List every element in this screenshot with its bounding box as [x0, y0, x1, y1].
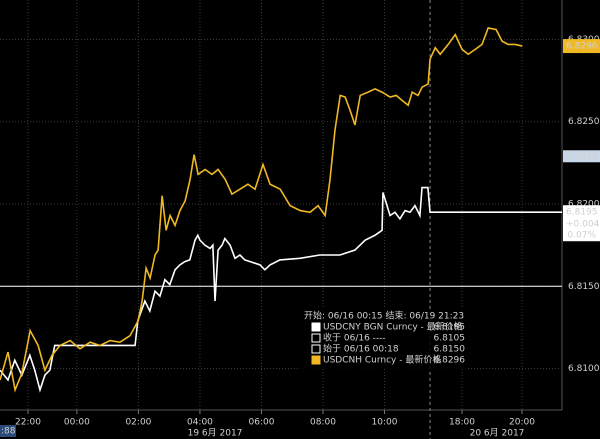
x-tick-label: 02:00 [125, 418, 151, 428]
series-line [0, 186, 562, 393]
x-tick-label: 06:00 [248, 418, 274, 428]
legend-label: USDCNH Curncy - 最新价格 [323, 354, 441, 366]
legend-swatch [311, 333, 321, 343]
marker-box [563, 150, 600, 163]
legend-label: USDCNY BGN Curncy - 最新价格 [323, 321, 463, 333]
x-tick-label: 10:00 [372, 418, 398, 428]
legend-swatch [311, 355, 321, 365]
legend-swatch [311, 322, 321, 332]
legend-label: 始于 06/16 00:18 [323, 343, 399, 355]
y-tick-label: 6.8100 [568, 364, 600, 374]
corner-label: :88 [1, 427, 16, 437]
date-label: 20 6月 2017 [470, 428, 525, 439]
y-tick-label: 6.8250 [568, 117, 600, 127]
x-tick-label: 22:00 [15, 418, 41, 428]
y-tick-label: 6.8200 [568, 200, 600, 210]
last-value-label: 6.8195 [566, 208, 598, 218]
legend-value: 6.8195 [434, 323, 466, 333]
change-net: +0.0045 [566, 220, 600, 230]
last-value-label: 6.8296 [566, 42, 598, 52]
y-tick-label: 6.8150 [568, 282, 600, 292]
x-tick-label: 04:00 [187, 418, 213, 428]
legend-box [300, 309, 468, 369]
corner-box [0, 425, 16, 437]
x-tick-label: 18:00 [449, 418, 475, 428]
legend-label: 收于 06/16 ---- [323, 332, 386, 344]
last-value-box [563, 205, 600, 242]
legend-title: 开始: 06/16 00:15 结束: 06/19 21:23 [304, 310, 464, 322]
change-pct: 0.07% [567, 231, 596, 241]
legend-value: 6.8105 [434, 334, 466, 344]
date-label: 19 6月 2017 [188, 428, 243, 439]
legend-value: 6.8296 [434, 356, 466, 366]
legend-swatch [311, 344, 321, 354]
legend-value: 6.8150 [434, 345, 466, 355]
x-tick-label: 08:00 [310, 418, 336, 428]
last-value-box [563, 39, 600, 54]
x-tick-label: 00:00 [64, 418, 90, 428]
series-line [0, 27, 523, 393]
x-tick-label: 20:00 [509, 418, 535, 428]
marker-label: 6.8229 [566, 152, 598, 162]
